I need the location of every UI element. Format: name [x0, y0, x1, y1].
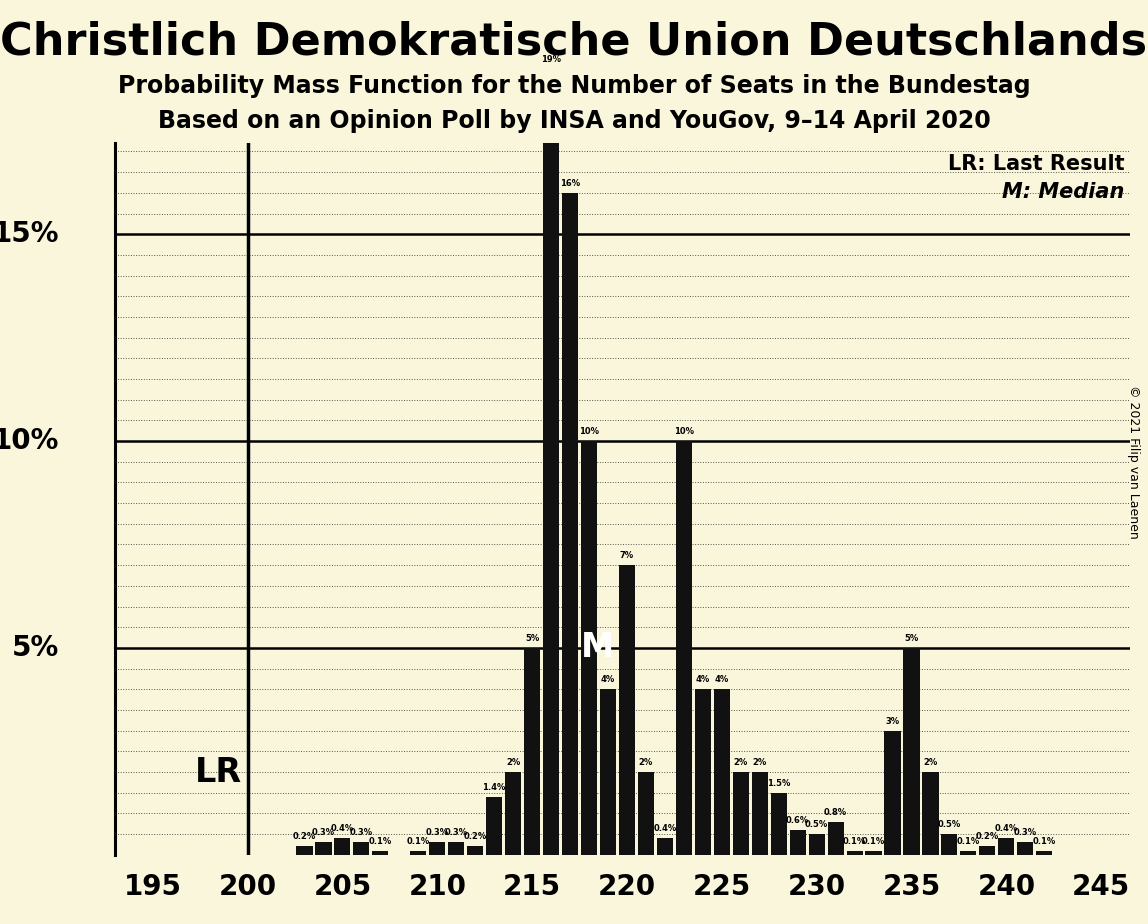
Text: 19%: 19% [541, 55, 561, 64]
Text: 0.4%: 0.4% [994, 824, 1018, 833]
Text: 2%: 2% [506, 758, 520, 767]
Text: 2%: 2% [753, 758, 767, 767]
Text: Probability Mass Function for the Number of Seats in the Bundestag: Probability Mass Function for the Number… [118, 74, 1030, 98]
Text: 0.2%: 0.2% [464, 833, 487, 842]
Bar [600, 689, 616, 855]
Bar [505, 772, 521, 855]
Bar [790, 830, 806, 855]
Text: 2%: 2% [638, 758, 653, 767]
Text: Based on an Opinion Poll by INSA and YouGov, 9–14 April 2020: Based on an Opinion Poll by INSA and You… [157, 109, 991, 133]
Text: 4%: 4% [696, 675, 709, 685]
Bar [334, 838, 350, 855]
Text: 0.1%: 0.1% [862, 836, 885, 845]
Text: 2%: 2% [923, 758, 938, 767]
Bar [752, 772, 768, 855]
Text: 0.3%: 0.3% [1014, 828, 1037, 837]
Text: 4%: 4% [715, 675, 729, 685]
Text: 5%: 5% [525, 634, 540, 643]
Bar [808, 834, 824, 855]
Bar [961, 851, 977, 855]
Text: 0.3%: 0.3% [350, 828, 373, 837]
Bar [999, 838, 1015, 855]
Text: 0.1%: 0.1% [369, 836, 391, 845]
Bar [372, 851, 388, 855]
Bar [523, 648, 541, 855]
Text: © 2021 Filip van Laenen: © 2021 Filip van Laenen [1127, 385, 1140, 539]
Text: 0.1%: 0.1% [406, 836, 430, 845]
Bar [828, 821, 844, 855]
Bar [657, 838, 673, 855]
Bar [638, 772, 654, 855]
Text: Christlich Demokratische Union Deutschlands: Christlich Demokratische Union Deutschla… [0, 20, 1148, 64]
Text: 10%: 10% [674, 427, 693, 436]
Text: 5%: 5% [11, 634, 59, 662]
Bar [884, 731, 900, 855]
Text: 0.1%: 0.1% [956, 836, 980, 845]
Text: 15%: 15% [0, 220, 59, 249]
Bar [714, 689, 730, 855]
Bar [695, 689, 711, 855]
Text: 0.3%: 0.3% [426, 828, 449, 837]
Text: 3%: 3% [885, 717, 900, 725]
Bar [543, 68, 559, 855]
Text: 5%: 5% [905, 634, 918, 643]
Text: 1.5%: 1.5% [767, 779, 790, 787]
Bar [866, 851, 882, 855]
Bar [486, 796, 502, 855]
Text: 10%: 10% [579, 427, 599, 436]
Bar [296, 846, 312, 855]
Text: 0.1%: 0.1% [1033, 836, 1056, 845]
Text: M: M [581, 631, 614, 664]
Bar [846, 851, 862, 855]
Text: 0.6%: 0.6% [786, 816, 809, 825]
Text: LR: Last Result: LR: Last Result [948, 154, 1125, 174]
Text: 0.2%: 0.2% [976, 833, 999, 842]
Bar [316, 843, 332, 855]
Bar [467, 846, 483, 855]
Text: 0.8%: 0.8% [824, 808, 847, 817]
Text: 0.3%: 0.3% [444, 828, 467, 837]
Bar [941, 834, 957, 855]
Bar [619, 565, 635, 855]
Text: 7%: 7% [620, 552, 634, 560]
Text: 0.4%: 0.4% [331, 824, 354, 833]
Bar [563, 193, 579, 855]
Bar [903, 648, 920, 855]
Bar [770, 793, 786, 855]
Bar [922, 772, 939, 855]
Text: 10%: 10% [0, 427, 59, 455]
Bar [410, 851, 426, 855]
Bar [581, 441, 597, 855]
Text: LR: LR [194, 756, 241, 788]
Bar [732, 772, 748, 855]
Text: 0.2%: 0.2% [293, 833, 316, 842]
Bar [429, 843, 445, 855]
Text: 1.4%: 1.4% [482, 783, 506, 792]
Bar [1037, 851, 1053, 855]
Text: 0.3%: 0.3% [312, 828, 335, 837]
Text: M: Median: M: Median [1002, 182, 1125, 202]
Bar [448, 843, 464, 855]
Text: 0.5%: 0.5% [805, 821, 828, 829]
Text: 2%: 2% [734, 758, 747, 767]
Bar [676, 441, 692, 855]
Text: 0.5%: 0.5% [938, 821, 961, 829]
Text: 4%: 4% [600, 675, 615, 685]
Bar [1017, 843, 1033, 855]
Text: 16%: 16% [560, 179, 580, 188]
Bar [354, 843, 370, 855]
Text: 0.1%: 0.1% [843, 836, 867, 845]
Bar [979, 846, 995, 855]
Text: 0.4%: 0.4% [653, 824, 676, 833]
